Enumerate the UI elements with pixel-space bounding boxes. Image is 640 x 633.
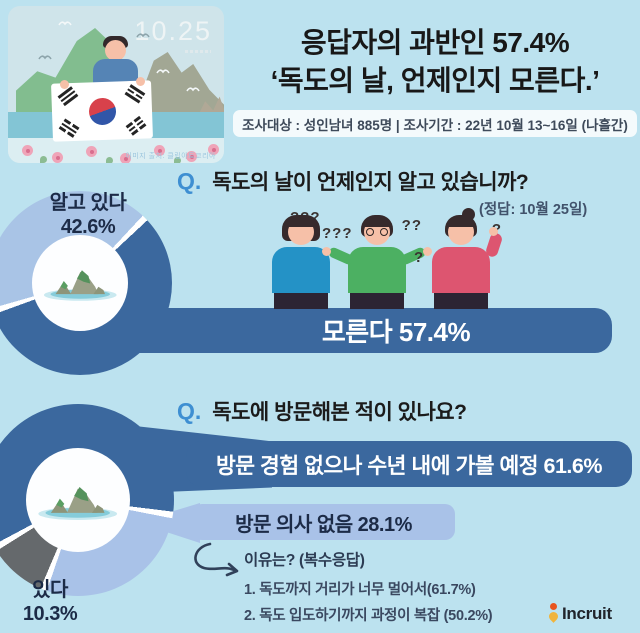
leaf-icon bbox=[40, 156, 47, 163]
reasons-title: 이유는? (복수응답) bbox=[244, 552, 365, 569]
reasons-block: 이유는? (복수응답) 1. 독도까지 거리가 너무 멀어서(61.7%) 2.… bbox=[244, 548, 574, 629]
donut-chart-q2 bbox=[0, 404, 174, 596]
banner-unknown-57: 모른다 57.4% bbox=[118, 308, 612, 353]
dokdo-illustration: 10.25 이미지 출처: 클립아트코리아 bbox=[8, 6, 224, 163]
label-know-42: 알고 있다 42.6% bbox=[22, 192, 154, 239]
seagull-icon bbox=[38, 54, 52, 60]
glasses-icon bbox=[365, 228, 389, 236]
question-marks: ??? bbox=[322, 225, 353, 242]
question-marks: ?? bbox=[401, 217, 422, 234]
flower-icon bbox=[186, 151, 197, 162]
hand bbox=[60, 80, 69, 89]
leaf-icon bbox=[174, 157, 181, 163]
confused-people: ??? ??? ?? ? ? bbox=[268, 199, 506, 309]
label-know-text: 알고 있다 bbox=[49, 192, 127, 214]
flower-icon bbox=[86, 146, 97, 157]
seagull-icon bbox=[58, 20, 72, 26]
label-visited-10: 있다 10.3% bbox=[8, 579, 92, 626]
incruit-logo: Incruit bbox=[547, 601, 612, 625]
question-2: Q. 독도에 방문해본 적이 있나요? bbox=[177, 396, 467, 426]
label-know-value: 42.6% bbox=[60, 215, 116, 238]
date-caption bbox=[185, 50, 211, 53]
image-credit: 이미지 출처: 클립아트코리아 bbox=[125, 153, 216, 160]
trigram-icon bbox=[58, 118, 80, 138]
title-line-1: 응답자의 과반인 57.4% bbox=[300, 27, 570, 58]
taegeuk-icon bbox=[85, 94, 120, 129]
flower-icon bbox=[154, 145, 165, 156]
page-title: 응답자의 과반인 57.4% ‘독도의 날, 언제인지 모른다.’ bbox=[234, 24, 636, 100]
q2-text: 독도에 방문해본 적이 있나요? bbox=[212, 401, 467, 424]
banner-plan-label: 방문 경험 없으나 수년 내에 가볼 예정 61.6% bbox=[216, 453, 602, 478]
curly-arrow-icon bbox=[194, 542, 239, 577]
question-1: Q. 독도의 날이 언제인지 알고 있습니까? bbox=[177, 166, 529, 196]
banner-no-intent-28: 방문 의사 없음 28.1% bbox=[192, 504, 455, 540]
q1-prefix: Q. bbox=[177, 168, 202, 194]
incruit-logo-icon bbox=[547, 601, 562, 625]
survey-meta-bar: 조사대상 : 성인남녀 885명 | 조사기간 : 22년 10월 13~16일… bbox=[233, 110, 637, 137]
donut-q2-center bbox=[26, 448, 130, 552]
banner-unknown-label: 모른다 57.4% bbox=[321, 317, 471, 347]
q1-answer-note: (정답: 10월 25일) bbox=[479, 202, 588, 218]
seagull-icon bbox=[186, 86, 200, 92]
trigram-icon bbox=[57, 86, 79, 107]
question-marks: ? bbox=[414, 249, 425, 266]
q2-prefix: Q. bbox=[177, 398, 202, 424]
dokdo-island-icon bbox=[43, 270, 117, 302]
hand bbox=[136, 77, 145, 86]
banner-no-intent-label: 방문 의사 없음 28.1% bbox=[235, 513, 412, 536]
flower-icon bbox=[52, 152, 63, 163]
person-blue: ??? bbox=[268, 209, 334, 309]
seagull-icon bbox=[156, 68, 170, 74]
flower-icon bbox=[208, 144, 219, 155]
seagull-icon bbox=[136, 32, 150, 38]
flower-icon bbox=[120, 153, 131, 163]
trigram-icon bbox=[124, 84, 146, 104]
korean-flag bbox=[51, 80, 153, 142]
flower-icon bbox=[22, 145, 33, 156]
person-red: ? ? bbox=[414, 208, 504, 309]
label-visited-value: 10.3% bbox=[22, 602, 78, 625]
title-line-2: ‘독도의 날, 언제인지 모른다.’ bbox=[270, 64, 600, 96]
reason-item-2: 2. 독도 입도하기까지 과정이 복잡 (50.2%) bbox=[244, 608, 493, 625]
reason-item-1: 1. 독도까지 거리가 너무 멀어서(61.7%) bbox=[244, 582, 476, 598]
person-green: ??? ?? bbox=[322, 215, 432, 309]
dokdo-island-icon bbox=[38, 486, 118, 520]
incruit-logo-text: Incruit bbox=[562, 604, 612, 623]
q1-text: 독도의 날이 언제인지 알고 있습니까? bbox=[212, 171, 529, 194]
donut-chart-q1 bbox=[0, 191, 172, 375]
donut-q1-center bbox=[32, 235, 128, 331]
label-visited-text: 있다 bbox=[32, 579, 68, 601]
flag-holder-head bbox=[105, 40, 126, 61]
date-10-25: 10.25 bbox=[134, 16, 212, 46]
leaf-icon bbox=[106, 157, 113, 163]
trigram-icon bbox=[125, 115, 147, 136]
banner-plan-61: 방문 경험 없으나 수년 내에 가볼 예정 61.6% bbox=[186, 441, 632, 487]
